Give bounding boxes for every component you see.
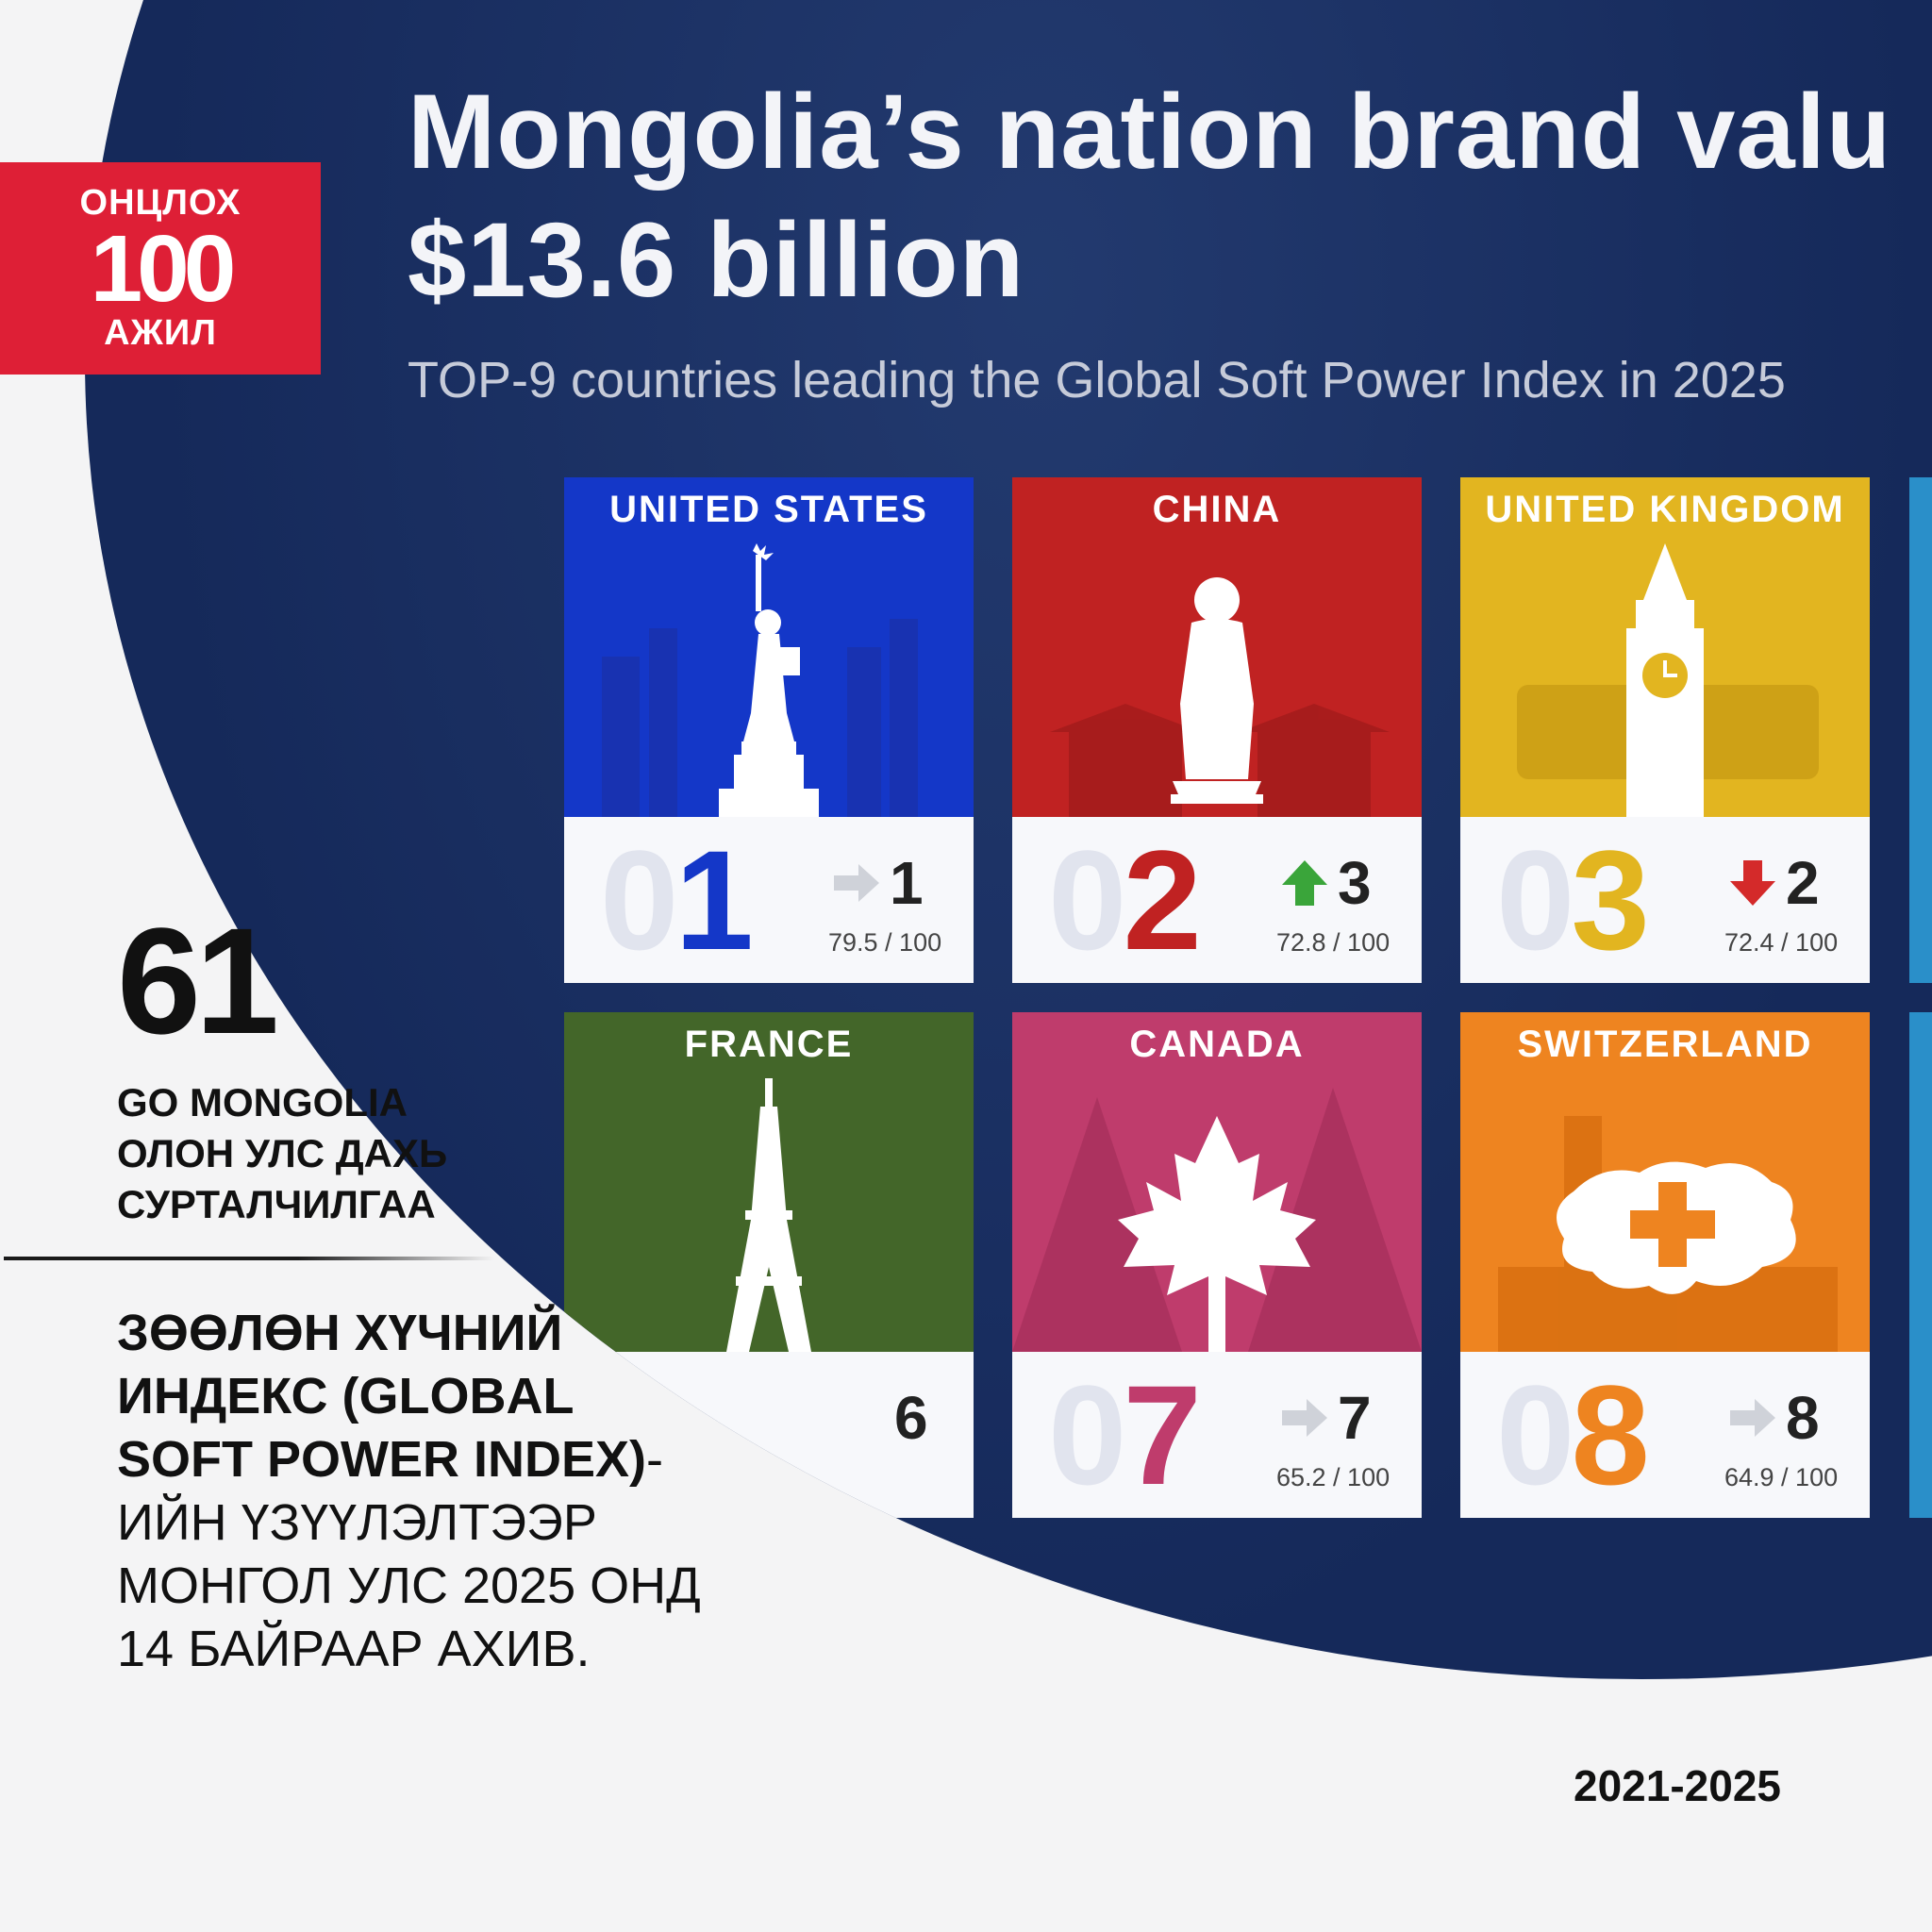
- rank-number: 07: [1048, 1356, 1202, 1514]
- country-tile-partial-2: [1909, 1012, 1932, 1518]
- brand-logo: ОНЦЛОХ 100 АЖИЛ: [0, 162, 321, 375]
- tile-rank-area: 02 3 72.8 / 100: [1012, 817, 1422, 983]
- rank-number: 03: [1496, 821, 1650, 979]
- arrow-down-icon: [1730, 860, 1775, 906]
- category-line: GO MONGOLIA: [117, 1080, 408, 1124]
- tile-top: UNITED KINGDOM: [1460, 477, 1870, 817]
- arrow-right-icon: [834, 864, 879, 902]
- arrow-right-icon: [1282, 1399, 1327, 1437]
- infographic-title: Mongolia’s nation brand valu $13.6 billi…: [408, 68, 1891, 325]
- country-name: SWITZERLAND: [1517, 1024, 1813, 1065]
- tile-top: FRANCE: [564, 1012, 974, 1352]
- rank-number: 08: [1496, 1356, 1650, 1514]
- country-tile-united-kingdom: UNITED KINGDOM 03 2: [1460, 477, 1870, 983]
- country-tile-china: CHINA 02 3 72: [1012, 477, 1422, 983]
- logo-top-text: ОНЦЛОХ: [79, 183, 242, 223]
- previous-rank: 8: [1786, 1384, 1820, 1452]
- title-line-1: Mongolia’s nation brand valu: [408, 73, 1892, 191]
- tile-rank-area: 07 7 65.2 / 100: [1012, 1352, 1422, 1518]
- eiffel-tower-icon: [726, 1078, 811, 1352]
- tile-rank-area: 08 8 64.9 / 100: [1460, 1352, 1870, 1518]
- country-tile-canada: CANADA 07 7 65.2 / 100: [1012, 1012, 1422, 1518]
- country-tile-partial-1: [1909, 477, 1932, 983]
- maple-leaf-icon: [1012, 1088, 1422, 1352]
- tile-top: CANADA: [1012, 1012, 1422, 1352]
- country-name: FRANCE: [684, 1024, 854, 1065]
- description: ЗӨӨЛӨН ХҮЧНИЙ ИНДЕКС (GLOBAL SOFT POWER …: [117, 1302, 702, 1681]
- country-tile-united-states: UNITED STATES: [564, 477, 974, 983]
- previous-rank: 2: [1786, 849, 1820, 917]
- previous-rank: 7: [1338, 1384, 1372, 1452]
- category-line: СУРТАЛЧИЛГАА: [117, 1182, 436, 1226]
- confucius-statue-icon: [1050, 577, 1390, 817]
- swiss-map-icon: [1498, 1116, 1838, 1352]
- score: 65.2 / 100: [1276, 1463, 1391, 1491]
- category-label: GO MONGOLIA ОЛОН УЛС ДАХЬ СУРТАЛЧИЛГАА: [117, 1077, 447, 1230]
- previous-rank: 3: [1338, 849, 1372, 917]
- tile-rank-area: 01 1 79.5 / 100: [564, 817, 974, 983]
- country-name: CANADA: [1129, 1024, 1305, 1065]
- rank-number: 01: [600, 821, 754, 979]
- divider: [4, 1257, 494, 1260]
- score: 64.9 / 100: [1724, 1463, 1839, 1491]
- big-ben-icon: [1517, 543, 1819, 817]
- arrow-right-icon: [1730, 1399, 1775, 1437]
- item-number: 61: [117, 896, 279, 1065]
- statue-of-liberty-icon: [602, 543, 918, 817]
- country-name: UNITED STATES: [609, 489, 928, 530]
- description-rest: -ИЙН ҮЗҮҮЛЭЛТЭЭР МОНГОЛ УЛС 2025 ОНД 14 …: [117, 1431, 701, 1677]
- score: 79.5 / 100: [828, 928, 942, 957]
- tile-top: UNITED STATES: [564, 477, 974, 817]
- country-name: UNITED KINGDOM: [1485, 489, 1845, 530]
- country-name: CHINA: [1152, 489, 1282, 530]
- title-line-2: $13.6 billion: [408, 201, 1025, 319]
- previous-rank: 6: [894, 1384, 928, 1452]
- infographic-subtitle: TOP-9 countries leading the Global Soft …: [408, 352, 1786, 408]
- tile-top: CHINA: [1012, 477, 1422, 817]
- score: 72.4 / 100: [1724, 928, 1839, 957]
- description-bold: ЗӨӨЛӨН ХҮЧНИЙ ИНДЕКС (GLOBAL SOFT POWER …: [117, 1305, 647, 1488]
- rank-number: 02: [1048, 821, 1202, 979]
- arrow-up-icon: [1282, 860, 1327, 906]
- tile-rank-area: 03 2 72.4 / 100: [1460, 817, 1870, 983]
- logo-number: 100: [90, 216, 237, 322]
- period-label: 2021-2025: [1574, 1761, 1781, 1810]
- country-tile-switzerland: SWITZERLAND 08 8 64.9 / 100: [1460, 1012, 1870, 1518]
- previous-rank: 1: [890, 849, 924, 917]
- tile-top: SWITZERLAND: [1460, 1012, 1870, 1352]
- logo-bottom-text: АЖИЛ: [104, 313, 217, 353]
- score: 72.8 / 100: [1276, 928, 1391, 957]
- category-line: ОЛОН УЛС ДАХЬ: [117, 1131, 448, 1175]
